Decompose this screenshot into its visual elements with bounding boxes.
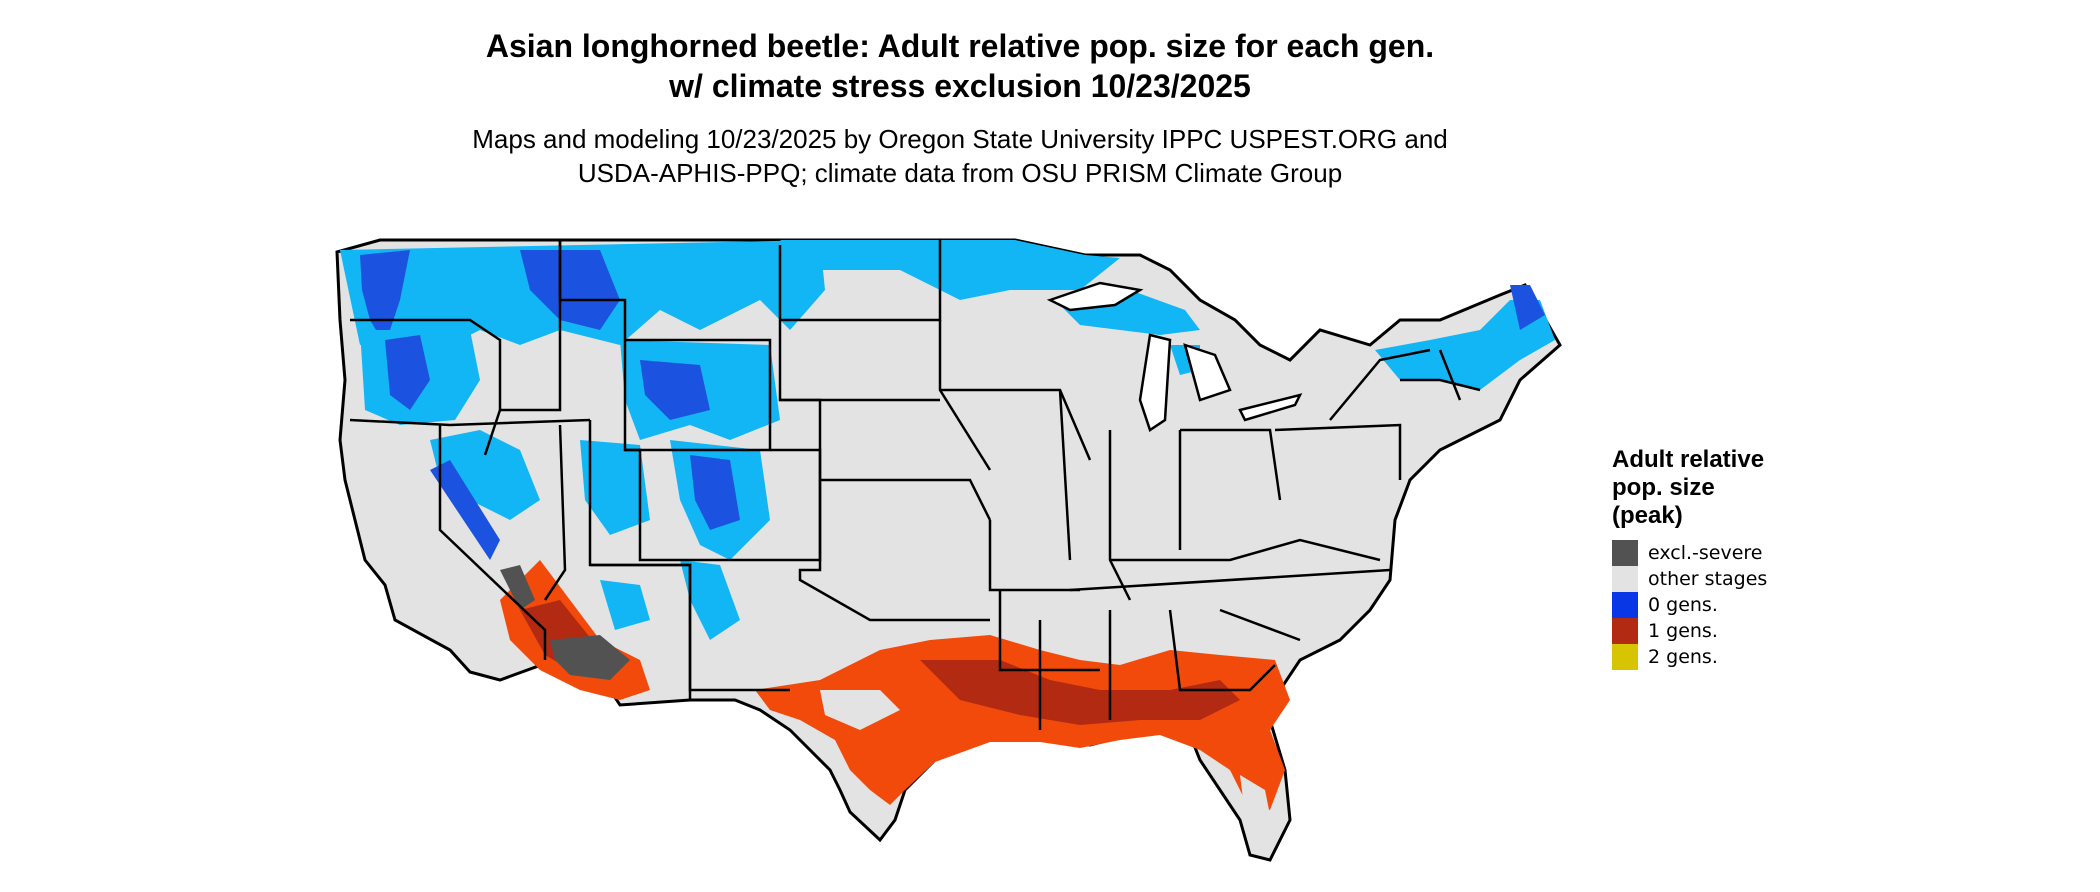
legend-label-other-stages: other stages <box>1648 568 1768 590</box>
subtitle-line-2: USDA-APHIS-PPQ; climate data from OSU PR… <box>577 158 1343 188</box>
nevada-blue <box>430 430 540 520</box>
me-dark-blue <box>1510 285 1545 330</box>
az-blue <box>600 580 650 630</box>
legend-item-1-gens: 1 gens. <box>1612 618 1767 644</box>
title-line-2: w/ climate stress exclusion 10/23/2025 <box>669 68 1251 104</box>
fl-gray-patch <box>1240 775 1275 850</box>
legend-title: Adult relative pop. size (peak) <box>1612 446 1767 530</box>
legend-swatch-other-stages <box>1612 566 1638 592</box>
subtitle-line-1: Maps and modeling 10/23/2025 by Oregon S… <box>472 124 1448 154</box>
texas-gray-patch <box>820 690 900 730</box>
legend-title-line-3: (peak) <box>1612 502 1683 529</box>
nm-blue <box>680 560 740 640</box>
legend-label-1-gens: 1 gens. <box>1648 620 1718 642</box>
map-title: Asian longhorned beetle: Adult relative … <box>0 26 1920 106</box>
legend: Adult relative pop. size (peak) excl.-se… <box>1612 446 1767 670</box>
legend-label-0-gens: 0 gens. <box>1648 594 1718 616</box>
mn-light-blue <box>780 240 1120 300</box>
lake-erie <box>1238 393 1303 422</box>
legend-label-excl-severe: excl.-severe <box>1648 542 1763 564</box>
legend-swatch-0-gens <box>1612 592 1638 618</box>
legend-title-line-2: pop. size <box>1612 474 1715 501</box>
legend-item-other-stages: other stages <box>1612 566 1767 592</box>
map-subtitle: Maps and modeling 10/23/2025 by Oregon S… <box>0 122 1920 190</box>
legend-item-excl-severe: excl.-severe <box>1612 540 1767 566</box>
legend-item-2-gens: 2 gens. <box>1612 644 1767 670</box>
title-line-1: Asian longhorned beetle: Adult relative … <box>485 28 1435 64</box>
oregon-dark-blue <box>385 335 430 410</box>
ne-light-blue <box>1375 300 1555 390</box>
lake-superior <box>1046 281 1144 312</box>
sierra-blue <box>430 460 500 560</box>
gulf-dark-red <box>920 660 1240 725</box>
sw-excl-severe <box>550 635 630 680</box>
utah-blue <box>580 440 650 535</box>
sw-excl-severe-2 <box>500 565 535 610</box>
legend-swatch-1-gens <box>1612 618 1638 644</box>
us-map <box>335 238 1562 862</box>
wyoming-dark-blue <box>640 360 710 420</box>
legend-item-0-gens: 0 gens. <box>1612 592 1767 618</box>
legend-swatch-excl-severe <box>1612 540 1638 566</box>
nw-blue-idaho <box>520 250 620 330</box>
lake-michigan <box>1138 333 1172 432</box>
gulf-orange <box>755 635 1290 810</box>
lake-huron <box>1183 343 1232 402</box>
legend-swatch-2-gens <box>1612 644 1638 670</box>
legend-title-line-1: Adult relative <box>1612 446 1765 473</box>
state-borders <box>349 240 1481 730</box>
colorado-dark-blue <box>690 455 740 530</box>
legend-label-2-gens: 2 gens. <box>1648 646 1718 668</box>
